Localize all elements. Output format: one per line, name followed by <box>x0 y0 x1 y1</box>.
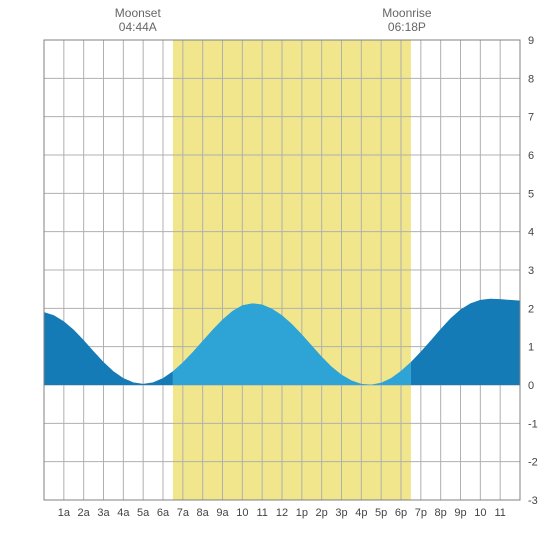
svg-text:3a: 3a <box>97 507 110 519</box>
svg-text:5p: 5p <box>375 507 387 519</box>
svg-text:6p: 6p <box>395 507 407 519</box>
svg-text:5: 5 <box>528 188 534 200</box>
svg-text:-1: -1 <box>528 418 538 430</box>
moonset-title: Moonset <box>98 6 178 20</box>
svg-text:9: 9 <box>528 35 534 47</box>
svg-text:11: 11 <box>256 507 267 519</box>
svg-text:8: 8 <box>528 73 534 85</box>
svg-text:2p: 2p <box>316 507 328 519</box>
svg-text:9p: 9p <box>454 507 466 519</box>
svg-text:1: 1 <box>528 342 534 354</box>
moonrise-title: Moonrise <box>367 6 447 20</box>
svg-text:0: 0 <box>528 380 534 392</box>
chart-svg: 1a2a3a4a5a6a7a8a9a1011121p2p3p4p5p6p7p8p… <box>0 0 550 550</box>
svg-text:7a: 7a <box>177 507 190 519</box>
svg-text:3p: 3p <box>335 507 347 519</box>
moonset-time: 04:44A <box>98 20 178 34</box>
svg-text:6a: 6a <box>157 507 170 519</box>
moonset-annotation: Moonset 04:44A <box>98 6 178 35</box>
svg-text:8p: 8p <box>435 507 447 519</box>
svg-text:9a: 9a <box>216 507 229 519</box>
svg-text:2: 2 <box>528 303 534 315</box>
svg-text:-2: -2 <box>528 457 538 469</box>
svg-text:7p: 7p <box>415 507 427 519</box>
svg-text:6: 6 <box>528 150 534 162</box>
svg-text:2a: 2a <box>78 507 91 519</box>
moonrise-time: 06:18P <box>367 20 447 34</box>
svg-text:4: 4 <box>528 227 534 239</box>
svg-text:11: 11 <box>494 507 505 519</box>
svg-text:4a: 4a <box>117 507 130 519</box>
moonrise-annotation: Moonrise 06:18P <box>367 6 447 35</box>
svg-text:12: 12 <box>276 507 288 519</box>
svg-text:4p: 4p <box>355 507 367 519</box>
svg-text:7: 7 <box>528 112 534 124</box>
svg-text:10: 10 <box>236 507 248 519</box>
svg-text:5a: 5a <box>137 507 150 519</box>
tide-chart: 1a2a3a4a5a6a7a8a9a1011121p2p3p4p5p6p7p8p… <box>0 0 550 550</box>
svg-text:1p: 1p <box>296 507 308 519</box>
svg-text:1a: 1a <box>58 507 71 519</box>
svg-text:-3: -3 <box>528 495 538 507</box>
svg-text:3: 3 <box>528 265 534 277</box>
svg-text:8a: 8a <box>197 507 210 519</box>
svg-text:10: 10 <box>474 507 486 519</box>
